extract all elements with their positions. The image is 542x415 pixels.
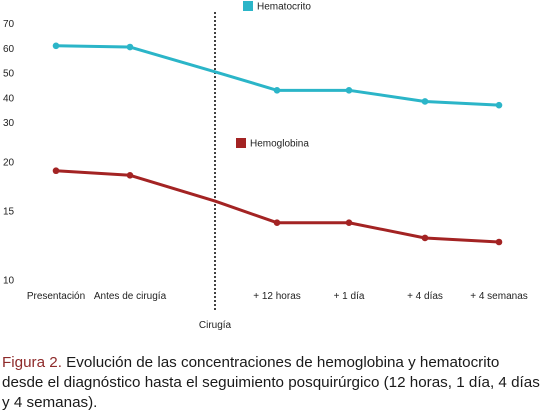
- x-tick-label: + 1 día: [334, 291, 365, 302]
- data-point: [421, 234, 429, 242]
- surgery-label: Cirugía: [199, 320, 232, 331]
- figure-caption: Figura 2. Evolución de las concentracion…: [2, 353, 540, 413]
- data-point: [273, 87, 281, 94]
- data-point: [273, 219, 281, 227]
- data-point: [421, 98, 429, 105]
- x-tick-label: Presentación: [27, 291, 85, 302]
- data-point: [126, 171, 134, 179]
- series-line-hemoglobina: [55, 169, 500, 244]
- data-point: [495, 238, 503, 246]
- y-tick-label: 60: [3, 44, 15, 55]
- data-point: [345, 219, 353, 227]
- data-point: [126, 43, 134, 51]
- x-axis-labels: Presentación Antes de cirugía Cirugía + 12 …: [27, 291, 528, 331]
- y-axis-ticks: 70 60 50 40 30 20 15 10: [3, 19, 15, 287]
- data-points: [52, 42, 503, 246]
- data-point: [52, 167, 60, 175]
- series-line-hematocrito: [55, 44, 500, 107]
- data-point: [345, 87, 353, 94]
- chart: 70 60 50 40 30 20 15 10 Presentación Antes de ci…: [3, 1, 528, 331]
- legend-swatch: [236, 138, 246, 148]
- x-tick-label: Antes de cirugía: [94, 291, 167, 302]
- data-point: [495, 101, 503, 109]
- x-tick-label: + 4 semanas: [470, 291, 528, 302]
- y-tick-label: 70: [3, 19, 15, 30]
- x-tick-label: + 4 días: [407, 291, 443, 302]
- x-tick-label: + 12 horas: [253, 291, 301, 302]
- legend-label: Hematocrito: [257, 2, 311, 13]
- y-tick-label: 15: [3, 206, 15, 217]
- legend-label: Hemoglobina: [250, 139, 309, 150]
- y-tick-label: 30: [3, 118, 15, 129]
- y-tick-label: 20: [3, 158, 15, 169]
- y-tick-label: 10: [3, 276, 15, 287]
- figure-label: Figura 2.: [2, 354, 62, 371]
- legend-swatch: [243, 1, 253, 11]
- data-point: [52, 42, 60, 50]
- legend: Hematocrito Hemoglobina: [236, 1, 311, 150]
- caption-text: Evolución de las concentraciones de hemo…: [2, 354, 540, 411]
- y-tick-label: 40: [3, 93, 15, 104]
- y-tick-label: 50: [3, 69, 15, 80]
